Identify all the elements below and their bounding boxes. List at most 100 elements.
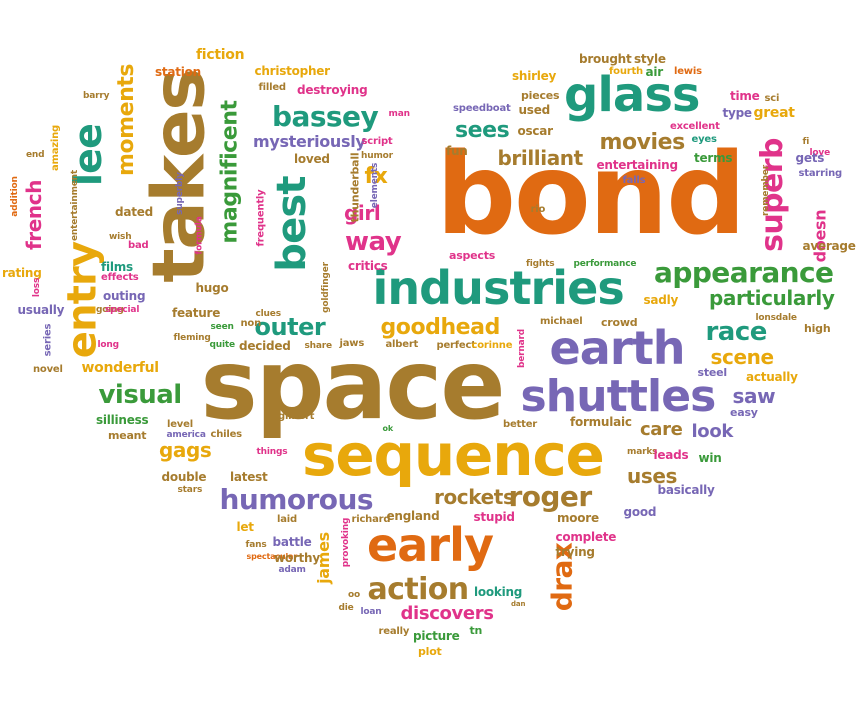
word-worthy: worthy <box>274 551 320 565</box>
word-usually: usually <box>17 303 65 317</box>
word-good: good <box>623 505 657 519</box>
word-crowd: crowd <box>601 315 638 329</box>
word-fiction: fiction <box>196 47 245 63</box>
word-terms: terms <box>694 151 733 165</box>
word-gilbert: gilbert <box>278 411 315 422</box>
word-decided: decided <box>239 339 291 353</box>
word-provoking: provoking <box>340 517 351 567</box>
word-jaws: jaws <box>339 338 365 349</box>
word-picture: picture <box>413 629 460 643</box>
word-seen: seen <box>210 321 234 332</box>
word-england: england <box>386 509 440 523</box>
word-meant: meant <box>108 428 147 442</box>
word-barry: barry <box>83 90 110 101</box>
word-starring: starring <box>798 168 843 179</box>
word-great: great <box>753 105 795 121</box>
word-better: better <box>503 419 538 430</box>
word-laid: laid <box>277 514 297 525</box>
word-particularly: particularly <box>709 286 835 310</box>
word-thunderball: thunderball <box>348 152 362 222</box>
word-america: america <box>166 429 206 440</box>
word-fun: fun <box>446 144 468 158</box>
word-stars: stars <box>177 484 203 495</box>
word-clues: clues <box>255 308 282 319</box>
word-feature: feature <box>172 306 221 320</box>
word-shirley: shirley <box>512 69 557 83</box>
word-type: type <box>722 106 753 120</box>
word-bassey: bassey <box>272 100 379 133</box>
word-oo: oo <box>348 589 361 600</box>
word-brought: brought <box>579 52 632 66</box>
word-marks: marks <box>627 446 658 457</box>
word-doesn: doesn <box>809 209 829 263</box>
word-humor: humor <box>361 150 393 161</box>
word-steel: steel <box>697 365 728 379</box>
word-performance: performance <box>573 258 637 269</box>
word-formula: formula <box>194 215 205 255</box>
word-formulaic: formulaic <box>570 415 632 429</box>
word-bad: bad <box>128 240 149 251</box>
word-high: high <box>804 321 831 335</box>
word-non: non <box>240 318 262 329</box>
word-look: look <box>691 421 734 442</box>
word-level: level <box>167 419 193 430</box>
word-moore: moore <box>557 511 599 525</box>
word-silliness: silliness <box>96 413 149 427</box>
word-christopher: christopher <box>254 64 331 78</box>
word-used: used <box>518 103 551 117</box>
word-lonsdale: lonsdale <box>755 312 797 323</box>
word-outer: outer <box>254 313 326 341</box>
word-appearance: appearance <box>654 256 834 289</box>
word-plot: plot <box>418 644 442 658</box>
word-fans: fans <box>245 539 267 550</box>
word-love: love <box>809 147 831 158</box>
word-average: average <box>802 239 856 253</box>
word-effects: effects <box>101 272 139 283</box>
word-novel: novel <box>33 364 63 375</box>
word-sequence: sequence <box>302 421 605 489</box>
word-loved: loved <box>294 152 330 166</box>
word-lewis: lewis <box>674 66 702 77</box>
word-goodhead: goodhead <box>380 315 501 340</box>
word-films: films <box>101 260 133 274</box>
word-loss: loss <box>31 277 42 297</box>
word-gags: gags <box>159 438 212 462</box>
word-dan: dan <box>511 599 526 608</box>
word-entertaining: entertaining <box>596 158 679 172</box>
word-albert: albert <box>385 339 419 350</box>
word-complete: complete <box>555 530 617 544</box>
word-saw: saw <box>732 384 776 408</box>
word-excellent: excellent <box>670 121 720 132</box>
word-easy: easy <box>730 405 758 419</box>
word-movies: movies <box>599 130 686 155</box>
word-glass: glass <box>564 67 701 123</box>
word-richard: richard <box>351 514 391 525</box>
word-aspects: aspects <box>449 248 496 262</box>
word-space: space <box>200 329 506 441</box>
word-entry: entry <box>58 241 105 359</box>
word-basically: basically <box>657 483 715 497</box>
word-chiles: chiles <box>210 429 243 440</box>
word-really: really <box>378 626 410 637</box>
word-style: style <box>634 52 666 66</box>
word-trying: trying <box>555 545 596 559</box>
word-girl: girl <box>344 201 381 225</box>
word-roger: roger <box>508 480 593 513</box>
word-stupid: stupid <box>473 510 516 524</box>
word-oscar: oscar <box>517 124 554 138</box>
word-time: time <box>730 89 760 103</box>
word-earth: earth <box>549 321 686 375</box>
word-sadly: sadly <box>643 293 679 307</box>
word-moments: moments <box>114 63 140 177</box>
word-fights: fights <box>526 258 555 269</box>
word-long: long <box>97 339 120 350</box>
word-leads: leads <box>653 448 689 462</box>
word-sci: sci <box>764 93 780 104</box>
word-wonderful: wonderful <box>81 360 160 376</box>
word-action: action <box>367 572 470 607</box>
word-way: way <box>345 227 402 257</box>
word-end: end <box>26 149 45 160</box>
word-industries: industries <box>372 261 625 315</box>
word-fleming: fleming <box>173 332 211 343</box>
